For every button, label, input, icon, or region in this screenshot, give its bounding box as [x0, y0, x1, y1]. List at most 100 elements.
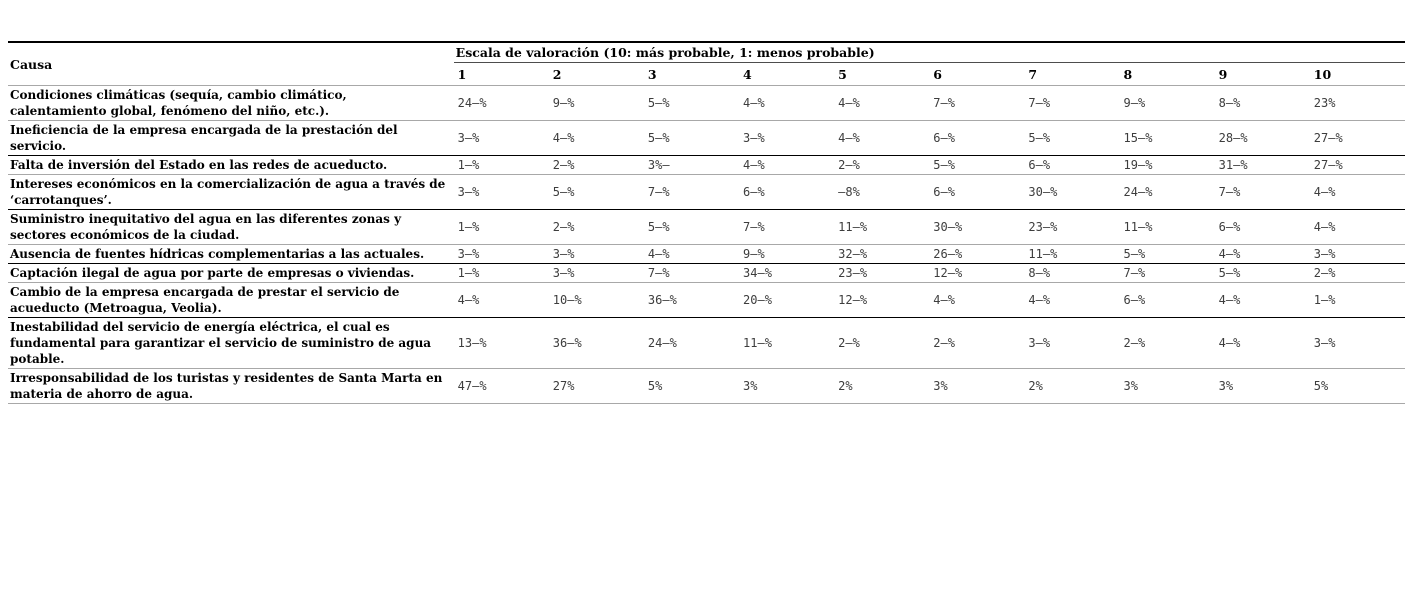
- value-cell: 4–%: [1309, 174, 1405, 210]
- value-cell: 3–%: [453, 120, 549, 156]
- value-cell: 8–%: [1024, 263, 1120, 283]
- value-cell: 30–%: [929, 209, 1025, 245]
- value-cell: 11–%: [834, 209, 930, 245]
- value-cell: 11–%: [1119, 209, 1215, 245]
- causes-table: Causa Escala de valoración (10: más prob…: [8, 41, 1405, 404]
- header-row-scale-numbers: 1 2 3 4 5 6 7 8 9 10: [8, 62, 1405, 86]
- table-row: Intereses económicos en la comercializac…: [8, 174, 1405, 210]
- value-cell: 7–%: [643, 174, 740, 210]
- header-row-top: Causa Escala de valoración (10: más prob…: [8, 42, 1405, 86]
- scale-col-header: 10: [1309, 62, 1405, 86]
- value-cell: 5–%: [929, 155, 1025, 175]
- causa-cell: Inestabilidad del servicio de energía el…: [8, 317, 454, 369]
- value-cell: 5–%: [1214, 263, 1310, 283]
- causa-cell: Condiciones climáticas (sequía, cambio c…: [8, 85, 454, 121]
- value-cell: –8%: [834, 174, 930, 210]
- value-cell: 4–%: [1214, 244, 1310, 264]
- value-cell: 3–%: [548, 263, 644, 283]
- value-cell: 6–%: [1119, 282, 1215, 318]
- scale-col-header: 7: [1024, 62, 1120, 86]
- value-cell: 1–%: [453, 263, 549, 283]
- table-row: Inestabilidad del servicio de energía el…: [8, 317, 1405, 369]
- value-cell: 7–%: [1024, 85, 1120, 121]
- causa-cell: Suministro inequitativo del agua en las …: [8, 209, 454, 245]
- value-cell: 5–%: [548, 174, 644, 210]
- value-cell: 2–%: [1119, 317, 1215, 369]
- value-cell: 31–%: [1214, 155, 1310, 175]
- table-row: Irresponsabilidad de los turistas y resi…: [8, 368, 1405, 404]
- value-cell: 47–%: [453, 368, 549, 404]
- value-cell: 7–%: [1119, 263, 1215, 283]
- value-cell: 23–%: [834, 263, 930, 283]
- value-cell: 7–%: [1214, 174, 1310, 210]
- value-cell: 5–%: [643, 85, 740, 121]
- scale-col-header: 1: [453, 62, 549, 86]
- value-cell: 3%: [929, 368, 1025, 404]
- table-body: Condiciones climáticas (sequía, cambio c…: [8, 85, 1405, 404]
- value-cell: 2–%: [548, 155, 644, 175]
- value-cell: 6–%: [1214, 209, 1310, 245]
- value-cell: 4–%: [453, 282, 549, 318]
- value-cell: 6–%: [929, 174, 1025, 210]
- value-cell: 24–%: [453, 85, 549, 121]
- value-cell: 26–%: [929, 244, 1025, 264]
- value-cell: 6–%: [929, 120, 1025, 156]
- value-cell: 3%: [1119, 368, 1215, 404]
- table-row: Suministro inequitativo del agua en las …: [8, 209, 1405, 245]
- value-cell: 5%: [1309, 368, 1405, 404]
- value-cell: 5–%: [1119, 244, 1215, 264]
- value-cell: 4–%: [643, 244, 740, 264]
- value-cell: 1–%: [453, 209, 549, 245]
- value-cell: 4–%: [1214, 317, 1310, 369]
- value-cell: 4–%: [548, 120, 644, 156]
- value-cell: 15–%: [1119, 120, 1215, 156]
- value-cell: 2–%: [834, 155, 930, 175]
- value-cell: 4–%: [1024, 282, 1120, 318]
- value-cell: 9–%: [739, 244, 835, 264]
- value-cell: 5–%: [1024, 120, 1120, 156]
- table-row: Cambio de la empresa encargada de presta…: [8, 282, 1405, 318]
- value-cell: 3–%: [548, 244, 644, 264]
- value-cell: 3–%: [1024, 317, 1120, 369]
- value-cell: 30–%: [1024, 174, 1120, 210]
- value-cell: 4–%: [834, 85, 930, 121]
- value-cell: 12–%: [834, 282, 930, 318]
- value-cell: 36–%: [548, 317, 644, 369]
- value-cell: 4–%: [739, 155, 835, 175]
- value-cell: 9–%: [1119, 85, 1215, 121]
- value-cell: 23%: [1309, 85, 1405, 121]
- value-cell: 2–%: [929, 317, 1025, 369]
- value-cell: 7–%: [643, 263, 740, 283]
- value-cell: 24–%: [1119, 174, 1215, 210]
- value-cell: 13–%: [453, 317, 549, 369]
- value-cell: 1–%: [1309, 282, 1405, 318]
- value-cell: 27%: [548, 368, 644, 404]
- document-page: Causa Escala de valoración (10: más prob…: [8, 41, 1405, 404]
- table-row: Ausencia de fuentes hídricas complementa…: [8, 244, 1405, 264]
- value-cell: 36–%: [643, 282, 740, 318]
- scale-col-header: 6: [929, 62, 1025, 86]
- value-cell: 2–%: [1309, 263, 1405, 283]
- value-cell: 6–%: [739, 174, 835, 210]
- value-cell: 28–%: [1214, 120, 1310, 156]
- table-row: Falta de inversión del Estado en las red…: [8, 155, 1405, 175]
- value-cell: 7–%: [929, 85, 1025, 121]
- value-cell: 7–%: [739, 209, 835, 245]
- column-header-causa: Causa: [8, 42, 454, 86]
- value-cell: 10–%: [548, 282, 644, 318]
- table-row: Condiciones climáticas (sequía, cambio c…: [8, 85, 1405, 121]
- value-cell: 2%: [834, 368, 930, 404]
- value-cell: 2–%: [548, 209, 644, 245]
- value-cell: 5%: [643, 368, 740, 404]
- value-cell: 3%–: [643, 155, 740, 175]
- value-cell: 5–%: [643, 209, 740, 245]
- value-cell: 32–%: [834, 244, 930, 264]
- causa-cell: Intereses económicos en la comercializac…: [8, 174, 454, 210]
- scale-col-header: 9: [1214, 62, 1310, 86]
- value-cell: 9–%: [548, 85, 644, 121]
- value-cell: 19–%: [1119, 155, 1215, 175]
- value-cell: 2–%: [834, 317, 930, 369]
- value-cell: 11–%: [739, 317, 835, 369]
- value-cell: 24–%: [643, 317, 740, 369]
- scale-col-header: 5: [834, 62, 930, 86]
